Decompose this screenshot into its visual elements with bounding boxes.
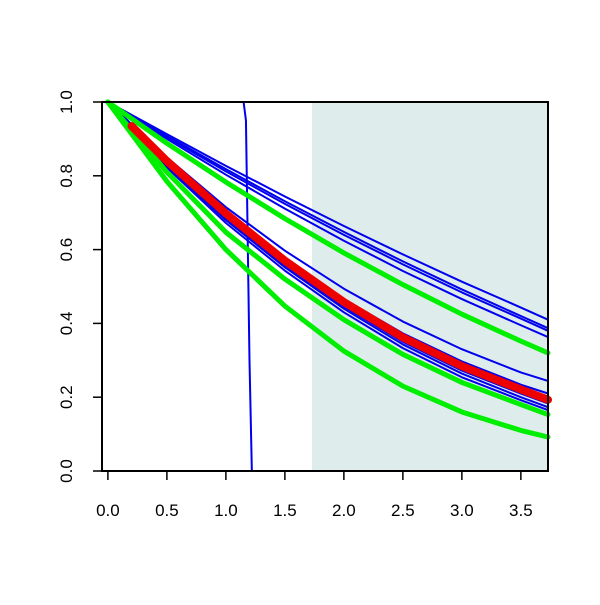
x-tick-label: 1.0	[214, 501, 238, 520]
x-tick-label: 3.0	[450, 501, 474, 520]
series-layer	[105, 99, 552, 472]
axes-layer: 0.0 0.5 1.0 1.5 2.0 2.5 3.0 3.5 0.0 0.2 0.4 0.6 0.8…	[57, 90, 549, 520]
x-tick-label: 0.5	[155, 501, 179, 520]
series-line-2	[106, 101, 549, 321]
x-tick-label: 2.5	[391, 501, 415, 520]
y-tick-label: 0.8	[57, 164, 76, 188]
y-tick-label: 0.4	[57, 312, 76, 336]
x-tick-label: 0.0	[96, 501, 120, 520]
series-line-14	[105, 99, 551, 440]
x-tick-label: 1.5	[273, 501, 297, 520]
series-line-12	[105, 99, 551, 356]
y-tick-label: 0.0	[57, 459, 76, 483]
x-tick-label: 2.0	[332, 501, 356, 520]
x-axis: 0.0 0.5 1.0 1.5 2.0 2.5 3.0 3.5	[96, 471, 533, 520]
shaded-region	[312, 102, 548, 471]
series-line-5	[106, 101, 549, 339]
plot-frame	[101, 101, 549, 472]
y-tick-label: 0.2	[57, 385, 76, 409]
series-line-10	[106, 101, 549, 409]
series-line-11	[106, 101, 549, 412]
y-tick-label: 0.6	[57, 238, 76, 262]
y-tick-label: 1.0	[57, 90, 76, 114]
series-line-4	[106, 101, 549, 332]
x-tick-label: 3.5	[509, 501, 533, 520]
series-line-15	[127, 121, 552, 404]
series-line-13	[105, 99, 551, 418]
shaded-region-layer	[312, 102, 548, 471]
series-line-3	[106, 101, 549, 330]
y-axis: 0.0 0.2 0.4 0.6 0.8 1.0	[57, 90, 102, 483]
